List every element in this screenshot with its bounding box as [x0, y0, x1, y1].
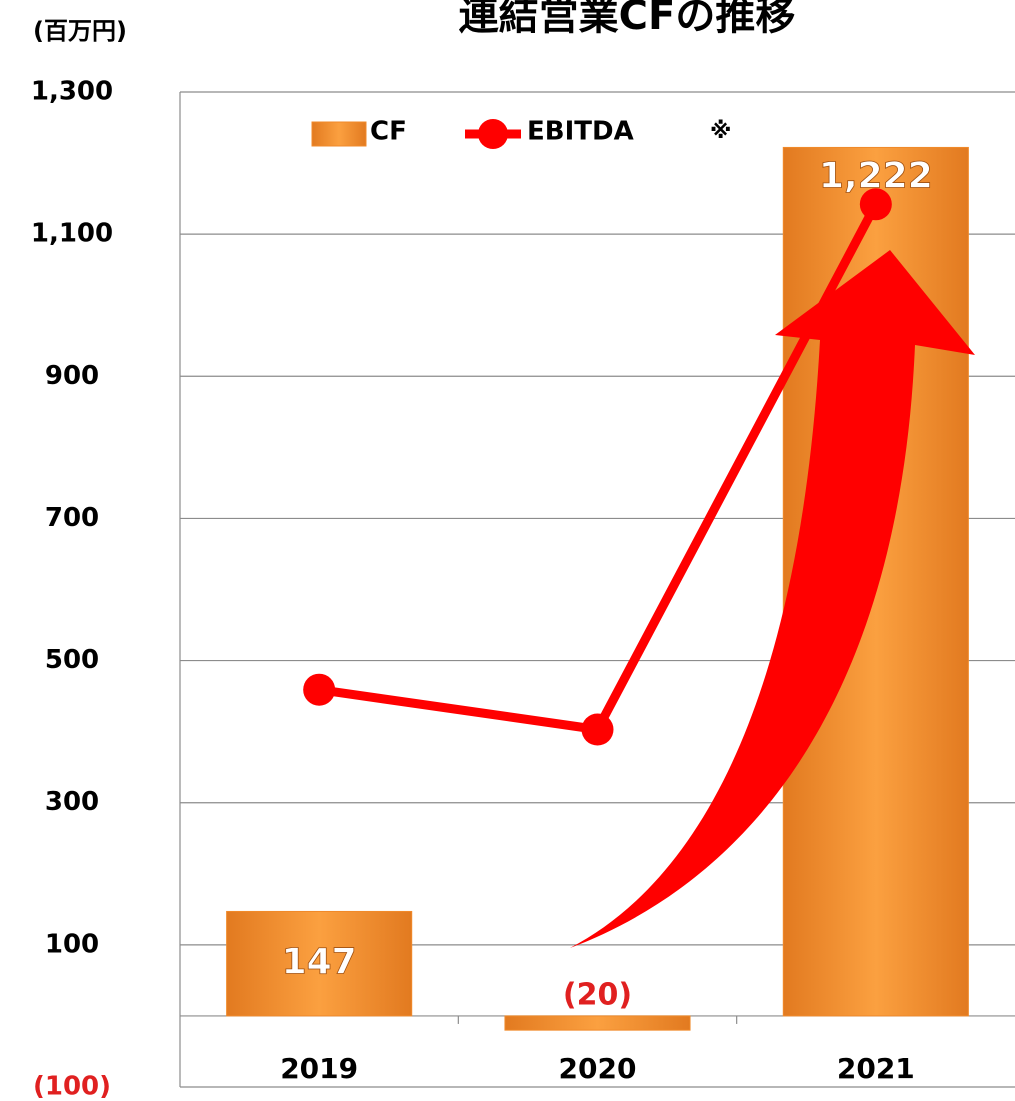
bar — [226, 910, 413, 1017]
y-tick-label: 900 — [45, 361, 99, 391]
x-tick-label: 2019 — [280, 1052, 358, 1085]
y-tick-label: 1,300 — [31, 77, 113, 107]
data-label: (20) — [563, 977, 632, 1012]
y-tick-label: 500 — [45, 645, 99, 675]
overlay: 147 (20) 1,222 CF EBITDA — [281, 117, 933, 1013]
marker — [859, 188, 892, 221]
y-tick-label: (100) — [33, 1072, 111, 1101]
bar — [504, 1015, 691, 1031]
annotation: ※ — [710, 119, 731, 144]
chart-title: 連結営業CFの推移 — [459, 0, 796, 39]
legend-marker — [478, 119, 508, 149]
legend-label: CF — [370, 117, 407, 147]
y-tick-label: 700 — [45, 503, 99, 533]
y-tick-label: 300 — [45, 787, 99, 817]
data-label: 147 — [282, 942, 357, 983]
trend-arrow — [570, 250, 975, 948]
y-tick-label: 1,100 — [31, 219, 113, 249]
legend-swatch — [311, 121, 367, 147]
x-tick-label: 2021 — [837, 1052, 915, 1085]
y-tick-label: 100 — [45, 929, 99, 959]
marker — [303, 673, 336, 706]
marker — [581, 713, 614, 746]
legend-label: EBITDA — [527, 117, 634, 147]
x-tick-label: 2020 — [559, 1052, 637, 1085]
unit-label: (百万円) — [33, 17, 127, 45]
data-label: 1,222 — [819, 155, 933, 196]
